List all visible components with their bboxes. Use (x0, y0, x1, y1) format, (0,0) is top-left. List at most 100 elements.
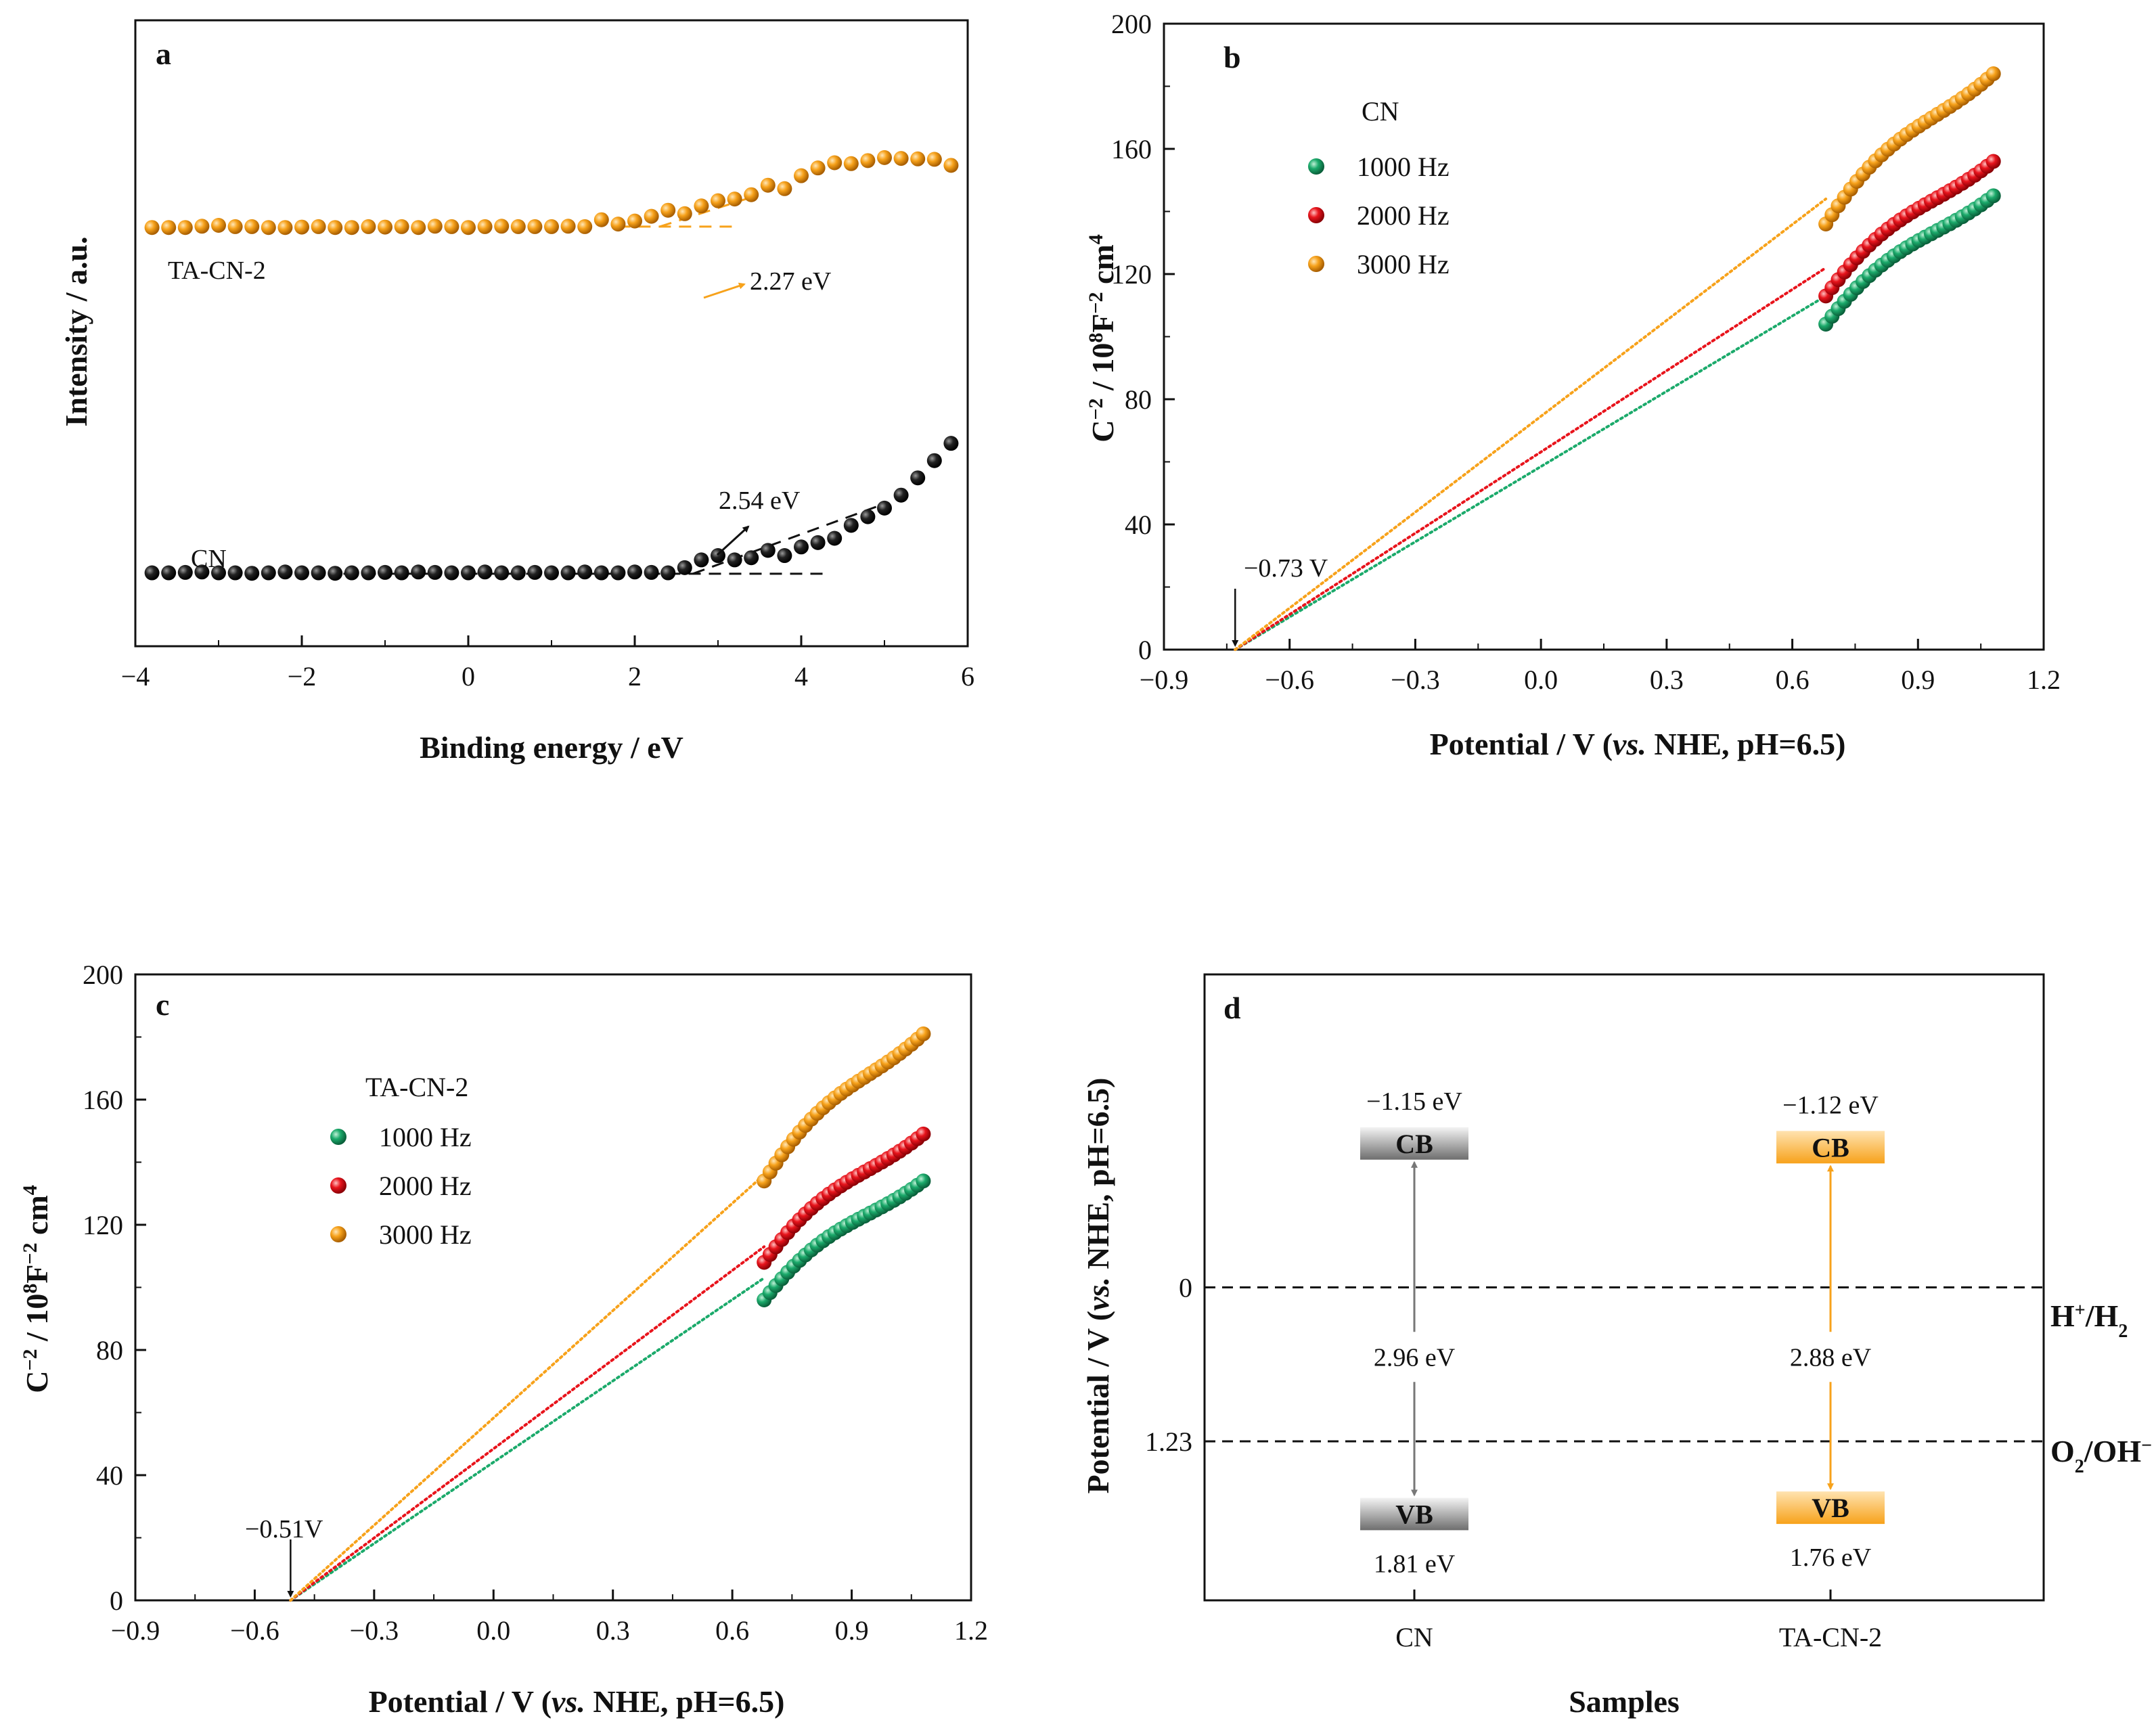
panel-d-ylabel: Potential / V (vs. NHE, pH=6.5) (1081, 1078, 1115, 1494)
data-point (1985, 188, 2001, 204)
legend-label: 1000 Hz (379, 1122, 472, 1152)
data-point (577, 219, 593, 234)
data-point (211, 565, 226, 581)
data-point (560, 565, 576, 581)
x-tick-label: −0.6 (1265, 664, 1314, 695)
data-point (277, 564, 293, 580)
panel-a-xlabel: Binding energy / eV (420, 730, 683, 765)
extrapolation-line (1234, 198, 1828, 651)
x-tick-label: CN (1395, 1622, 1433, 1652)
data-point (227, 219, 243, 234)
data-point (916, 1026, 931, 1041)
data-point (910, 470, 926, 486)
panel-c-marks (287, 1026, 931, 1602)
x-tick-label: −0.6 (230, 1615, 279, 1646)
panel-c-ticks: −0.9 −0.6 −0.3 0.0 0.3 0.6 0.9 1.2 0 40 80 120 160 20… (83, 960, 988, 1646)
panel-b-legend: 1000 Hz 2000 Hz 3000 Hz (1308, 152, 1450, 279)
data-point (1985, 66, 2001, 81)
y-tick-label: 120 (1111, 259, 1152, 290)
y-tick-label: 80 (96, 1335, 123, 1366)
extrapolation-line (1234, 266, 1828, 651)
data-point (711, 193, 725, 208)
panel-b-letter: b (1223, 40, 1241, 74)
data-point (227, 565, 243, 581)
bandgap-label-ta-cn-2: 2.27 eV (750, 267, 832, 296)
bandgap-arrow-cn (716, 525, 750, 556)
y-tick-label: 40 (1125, 510, 1152, 540)
data-point (378, 564, 392, 580)
data-point (161, 565, 177, 581)
data-point (910, 151, 926, 166)
ref-label-o2-oh: O2/OH− (2050, 1434, 2152, 1477)
data-point (744, 550, 759, 566)
legend-marker (1308, 158, 1324, 175)
legend-marker (330, 1177, 346, 1194)
extrapolation-line (1234, 294, 1828, 651)
data-point (627, 564, 642, 580)
data-point (510, 219, 526, 234)
data-point (411, 564, 426, 580)
data-point (477, 219, 493, 234)
legend-marker (330, 1129, 346, 1145)
cb-energy-label: −1.15 eV (1366, 1087, 1462, 1116)
panel-c-frame (134, 973, 972, 1602)
data-point (461, 220, 476, 235)
x-tick-label: 0.0 (476, 1615, 510, 1646)
data-point (544, 565, 559, 581)
vb-label: VB (1812, 1493, 1849, 1523)
data-point (144, 220, 160, 235)
panel-d-marks: CB VB −1.15 eV 1.81 eV 2.96 eV CB VB −1.12 eV 1.… (1205, 1087, 2044, 1578)
data-point (860, 153, 876, 168)
data-point (926, 152, 942, 167)
data-point (194, 219, 210, 234)
x-tick-label: −0.9 (111, 1615, 160, 1646)
y-tick-label: 0 (1138, 635, 1152, 665)
data-point (660, 565, 676, 581)
y-tick-label: 80 (1125, 384, 1152, 415)
data-point (361, 565, 376, 581)
extrapolation-line (289, 1245, 766, 1602)
x-tick-label: −0.3 (350, 1615, 399, 1646)
extrapolation-line (289, 1173, 766, 1602)
panel-b: b Potential / V (vs. NHE, pH=6.5) C−2 / … (1085, 9, 2061, 761)
edge-tangent (692, 503, 885, 575)
data-point (810, 535, 826, 550)
data-point (777, 548, 792, 564)
data-point (610, 565, 626, 581)
data-point (677, 560, 692, 575)
data-point (177, 564, 193, 580)
data-point (760, 543, 776, 558)
data-point (494, 565, 510, 581)
data-point (760, 177, 776, 193)
panel-a-frame (134, 19, 969, 648)
data-point (827, 531, 843, 546)
panel-b-marks (1232, 66, 2001, 651)
data-point (893, 151, 909, 166)
data-point (244, 566, 260, 581)
data-point (627, 213, 642, 229)
x-tick-label: 0.9 (835, 1615, 869, 1646)
data-point (794, 168, 809, 183)
x-tick-label: −4 (121, 661, 150, 692)
data-point (694, 198, 709, 214)
data-point (527, 564, 543, 580)
panel-a: a Binding energy / eV Intensity / a.u. −… (59, 19, 974, 765)
data-point (727, 552, 742, 568)
y-tick-label: 1.23 (1145, 1426, 1192, 1457)
panel-b-intercept-label: −0.73 V (1244, 554, 1328, 583)
legend-label: 1000 Hz (1357, 152, 1450, 182)
bandgap-arrow-ta-cn-2 (703, 282, 746, 299)
data-point (877, 500, 892, 516)
ref-label-h-plus-h2: H+/H2 (2050, 1299, 2128, 1342)
data-point (893, 487, 909, 503)
data-point (877, 150, 892, 165)
data-point (344, 565, 359, 581)
data-point (777, 181, 792, 196)
data-point (916, 1173, 931, 1189)
panel-d-letter: d (1223, 991, 1241, 1025)
y-tick-label: 200 (83, 960, 123, 990)
panel-c-ylabel: C−2 / 108F−2 cm4 (19, 1185, 55, 1393)
panel-c-intercept-label: −0.51V (245, 1515, 323, 1544)
x-tick-label: 1.2 (954, 1615, 988, 1646)
y-tick-label: 160 (83, 1085, 123, 1115)
